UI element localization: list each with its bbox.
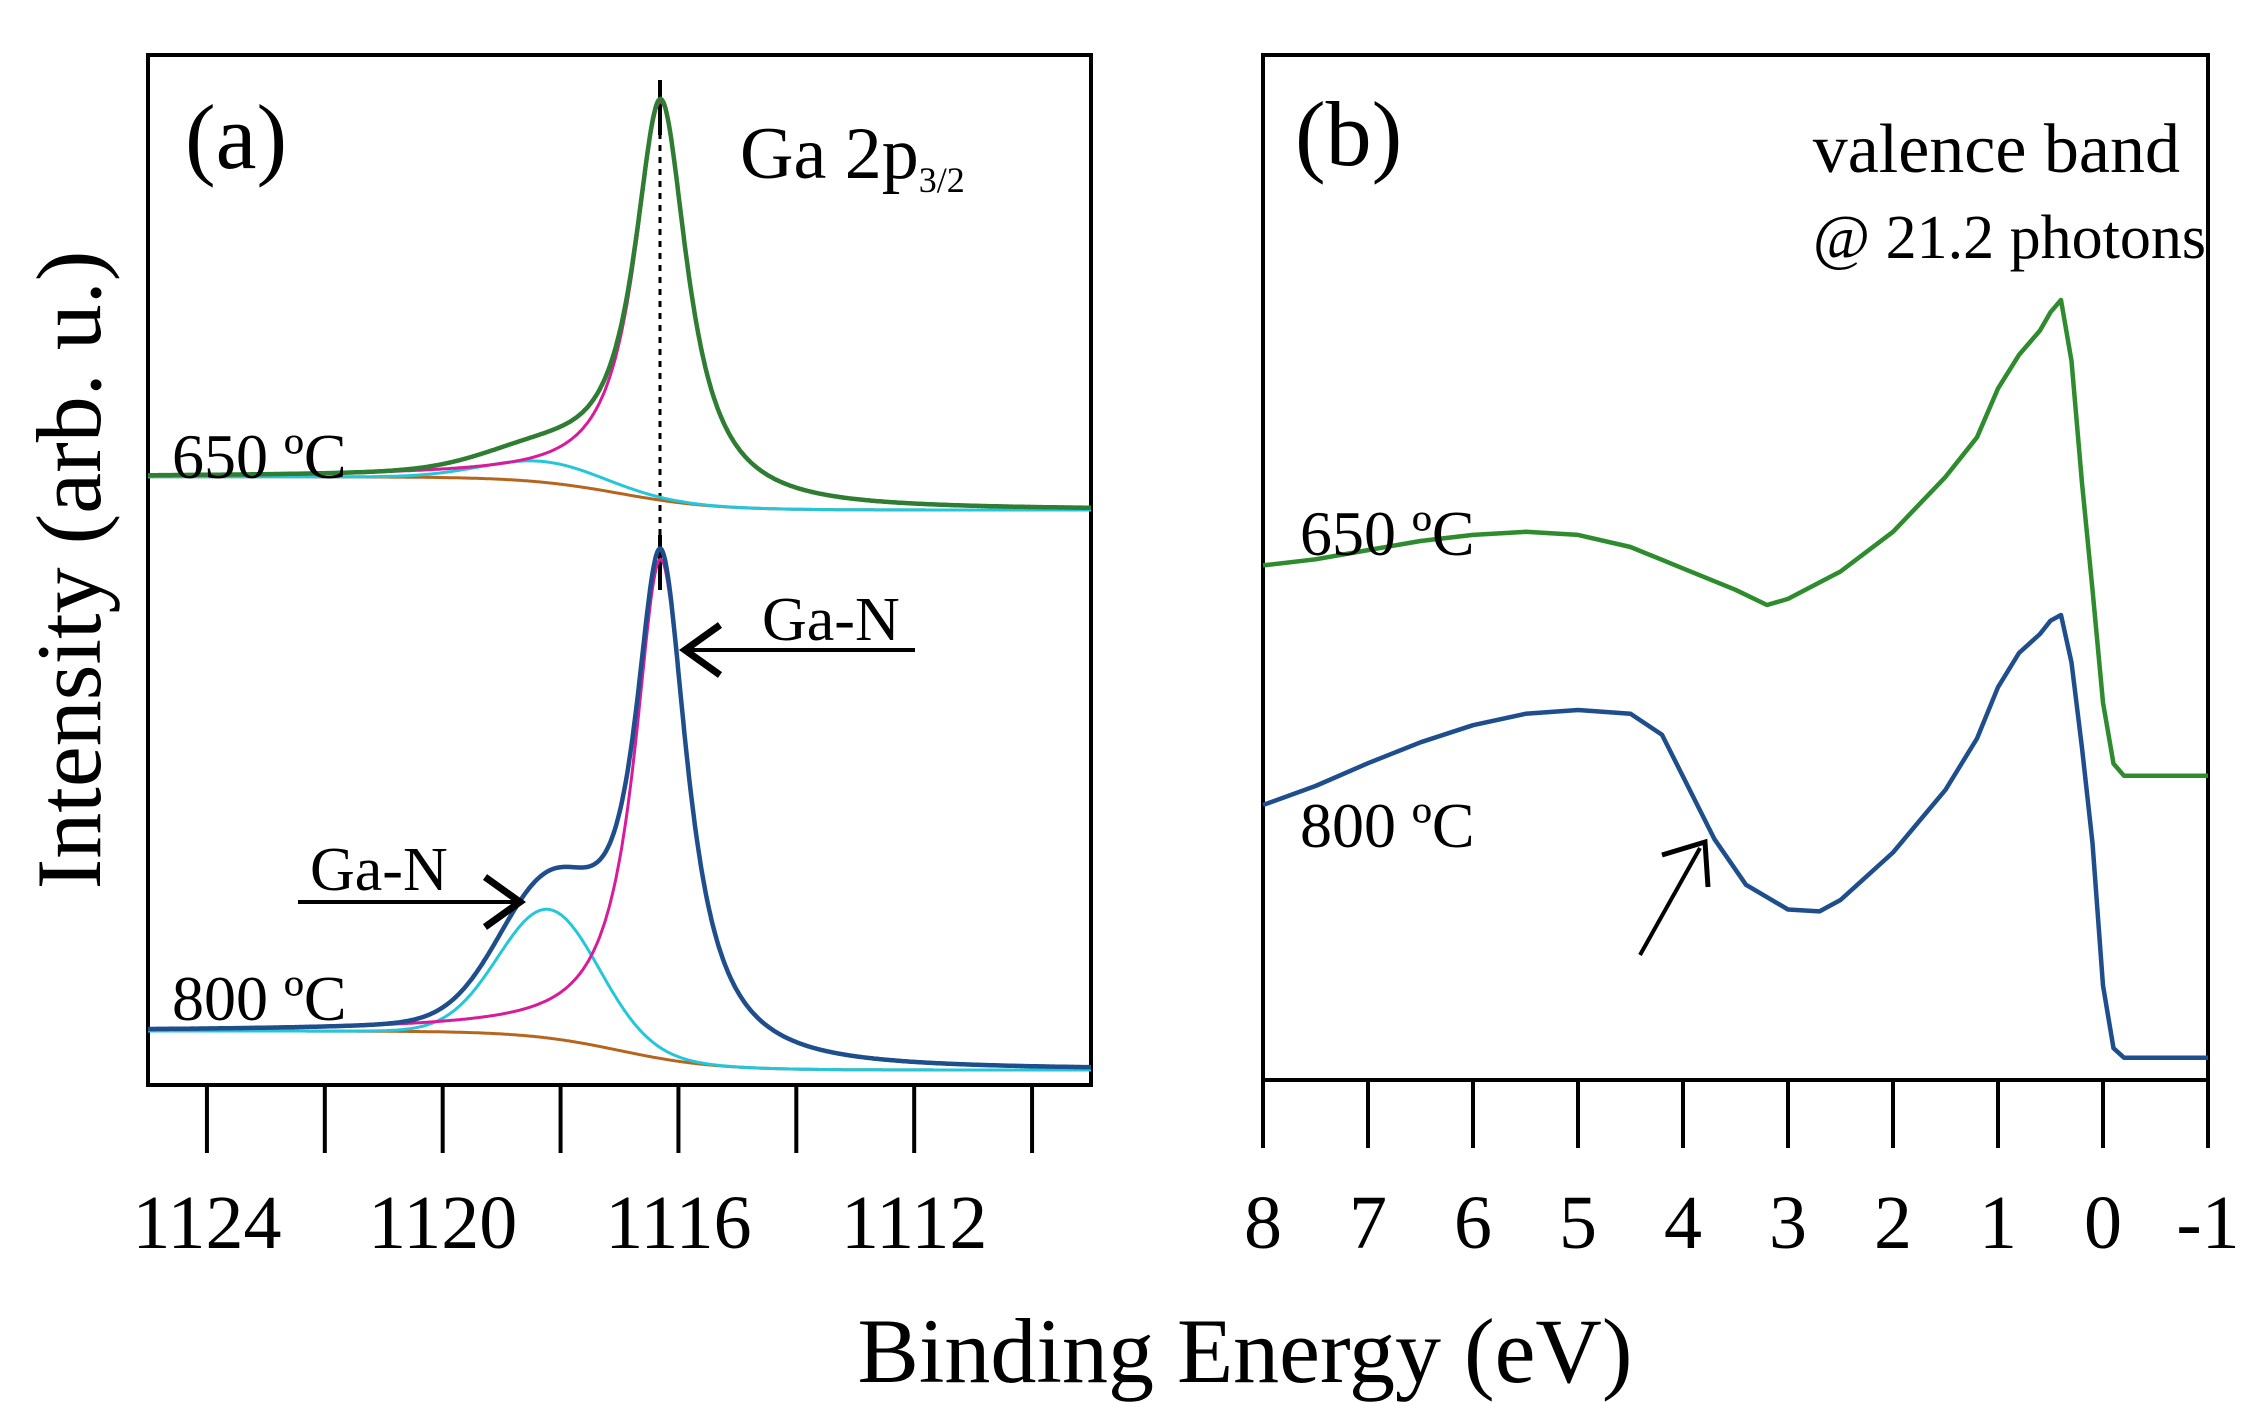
panel-a-x-tick-label: 1124 (132, 1181, 281, 1265)
panel-b-x-tick-label: 5 (1559, 1181, 1597, 1265)
panel-b-subtitle: @ 21.2 photons (1813, 204, 2206, 272)
annotation-ga-n-shoulder: Ga-N (310, 836, 448, 904)
x-axis-title: Binding Energy (eV) (857, 1300, 1632, 1402)
panel-b-curves (1262, 297, 2208, 1060)
annotation-ga-n-shoulder-arrowhead (482, 874, 527, 930)
panel-b-x-tick-label: 0 (2084, 1181, 2122, 1265)
panel-a-frame (146, 53, 1093, 1087)
spectrum-label-650: 650 ºC (172, 421, 347, 492)
panel-b-x-ticks: 8 7 6 5 4 3 2 1 0 -1 (1244, 1080, 2240, 1265)
spectrum-650-envelope (148, 96, 1091, 510)
series-650-line (1262, 297, 2208, 779)
spectrum-label-800: 800 ºC (172, 963, 347, 1034)
panel-a-curves (148, 96, 1091, 1072)
series-label-800: 800 ºC (1300, 790, 1475, 861)
panel-a-x-tick-label: 1120 (368, 1181, 517, 1265)
y-axis-title: Intensity (arb. u.) (18, 251, 120, 890)
panel-b-x-tick-label: -1 (2176, 1181, 2239, 1265)
panel-b-x-tick-label: 6 (1454, 1181, 1492, 1265)
panel-a-title: Ga 2p3/2 (740, 113, 965, 200)
annotation-ga-n-main-arrowhead (678, 622, 723, 678)
spectrum-800-envelope (148, 546, 1091, 1070)
spectrum-650-shoulder-component (148, 459, 1091, 512)
panel-a-title-subscript: 3/2 (919, 160, 965, 200)
panel-b-x-tick-label: 3 (1769, 1181, 1807, 1265)
panel-a: (a) Ga 2p3/2 1124 1120 1116 1112 650 ºC 800… (132, 53, 1093, 1265)
annotation-arrow-head (1661, 838, 1711, 888)
annotation-ga-n-main: Ga-N (762, 586, 900, 654)
series-800-line (1262, 612, 2208, 1060)
panel-b-title: valence band (1813, 111, 2180, 188)
spectrum-800-shoulder-component (148, 907, 1091, 1072)
panel-a-x-tick-label: 1116 (605, 1181, 751, 1265)
panel-a-x-tick-label: 1112 (841, 1181, 987, 1265)
panel-b-label: (b) (1295, 83, 1402, 185)
panel-b-x-tick-label: 7 (1349, 1181, 1387, 1265)
panel-b-x-tick-label: 1 (1979, 1181, 2017, 1265)
panel-a-label: (a) (185, 86, 287, 188)
panel-b-x-tick-label: 2 (1874, 1181, 1912, 1265)
panel-b-frame (1261, 53, 2210, 1082)
annotation-arrow-shaft (1638, 847, 1702, 956)
panel-a-title-main: Ga 2p (740, 113, 919, 195)
panel-b-x-tick-label: 8 (1244, 1181, 1282, 1265)
panel-b-x-tick-label: 4 (1664, 1181, 1702, 1265)
panel-a-x-ticks: 1124 1120 1116 1112 (132, 1085, 1035, 1265)
series-label-650: 650 ºC (1300, 498, 1475, 569)
